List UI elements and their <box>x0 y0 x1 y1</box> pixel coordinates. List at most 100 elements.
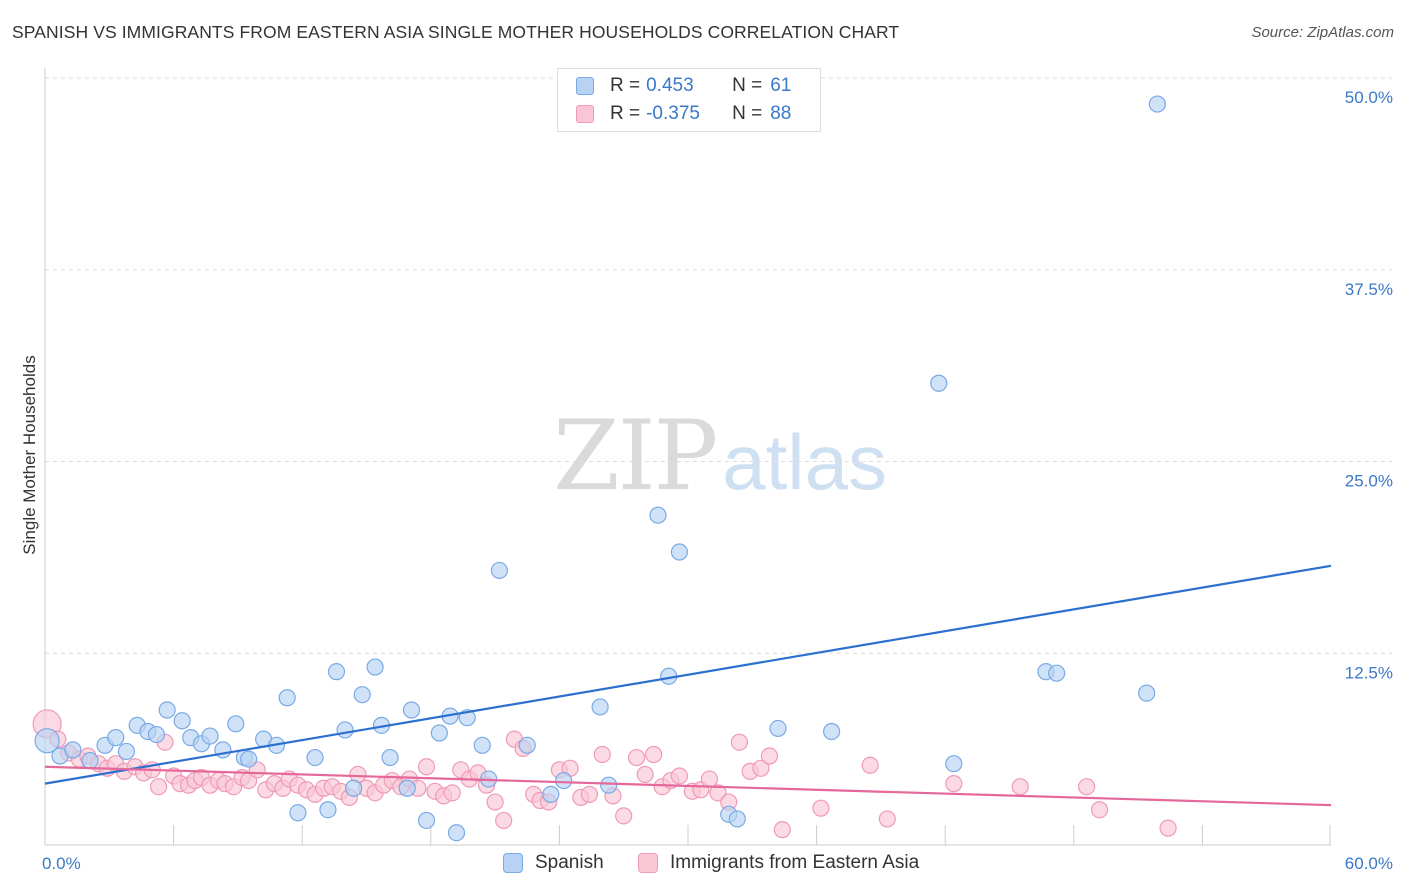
point-immigrants-eastern-asia <box>700 770 719 788</box>
point-spanish <box>402 701 421 719</box>
point-spanish <box>447 824 466 842</box>
series-spanish <box>34 95 1166 842</box>
point-immigrants-eastern-asia <box>495 811 513 830</box>
point-immigrants-eastern-asia <box>861 756 879 774</box>
point-spanish <box>417 811 436 830</box>
point-spanish <box>240 750 258 768</box>
point-immigrants-eastern-asia <box>773 821 791 839</box>
point-immigrants-eastern-asia <box>645 745 663 764</box>
point-spanish <box>473 736 491 754</box>
point-spanish <box>930 374 948 392</box>
point-immigrants-eastern-asia <box>149 778 168 796</box>
point-spanish <box>945 755 963 773</box>
point-immigrants-eastern-asia <box>752 759 770 777</box>
point-immigrants-eastern-asia <box>486 793 504 811</box>
y-tick-label: 50.0% <box>1345 88 1393 107</box>
point-spanish <box>289 804 307 822</box>
legend-r-label: R = <box>610 103 641 124</box>
point-immigrants-eastern-asia <box>636 765 654 784</box>
point-spanish <box>769 719 787 738</box>
correlation-legend: R = 0.453 N = 61 R = -0.375 N = 88 <box>557 68 821 132</box>
trend-line-spanish <box>44 564 1332 785</box>
legend-r-value: 0.453 <box>646 75 694 96</box>
point-spanish <box>1138 684 1156 702</box>
point-immigrants-eastern-asia <box>670 767 689 785</box>
x-tick-label: 0.0% <box>42 854 81 873</box>
point-immigrants-eastern-asia <box>1159 819 1177 837</box>
y-tick-label: 12.5% <box>1345 663 1393 682</box>
point-spanish <box>173 712 191 730</box>
point-spanish <box>542 785 560 803</box>
point-spanish <box>649 506 667 524</box>
gridlines <box>45 77 1392 654</box>
legend-row-spanish: R = 0.453 N = 61 <box>576 73 791 99</box>
point-immigrants-eastern-asia <box>1011 778 1029 796</box>
point-spanish <box>823 722 841 741</box>
point-immigrants-eastern-asia <box>1090 801 1109 819</box>
point-immigrants-eastern-asia <box>417 758 436 776</box>
point-spanish <box>1048 664 1066 682</box>
point-spanish <box>398 779 416 797</box>
x-tick-label: 60.0% <box>1345 854 1393 873</box>
point-spanish <box>353 686 371 704</box>
point-spanish <box>319 801 337 819</box>
trend-lines <box>44 564 1332 807</box>
point-immigrants-eastern-asia <box>580 785 599 803</box>
point-spanish <box>201 727 219 745</box>
point-immigrants-eastern-asia <box>878 810 896 828</box>
legend-n-value: 88 <box>770 103 792 124</box>
point-spanish <box>366 658 384 676</box>
point-spanish <box>64 741 82 759</box>
point-spanish <box>490 561 508 580</box>
point-immigrants-eastern-asia <box>615 807 633 825</box>
legend-r-label: R = <box>610 75 641 96</box>
series-immigrants-eastern-asia <box>32 709 1177 839</box>
legend-label-spanish: Spanish <box>535 852 604 873</box>
point-spanish <box>227 715 245 733</box>
point-spanish <box>600 776 618 794</box>
point-spanish <box>278 689 296 707</box>
point-spanish <box>147 725 166 744</box>
point-spanish <box>591 698 609 716</box>
chart-title: SPANISH VS IMMIGRANTS FROM EASTERN ASIA … <box>12 22 900 42</box>
point-immigrants-eastern-asia <box>760 747 779 765</box>
point-spanish <box>381 748 399 767</box>
point-spanish <box>336 721 354 739</box>
legend-swatch-immigrants <box>576 105 594 123</box>
point-spanish <box>728 810 746 828</box>
legend-item-immigrants[interactable]: Immigrants from Eastern Asia <box>638 852 919 874</box>
series-legend: Spanish Immigrants from Eastern Asia <box>0 850 1406 880</box>
tick-labels: 12.5% 25.0% 37.5% 50.0% 0.0% 60.0% <box>42 88 1393 873</box>
point-spanish <box>107 729 125 747</box>
point-immigrants-eastern-asia <box>812 799 830 817</box>
legend-swatch-spanish <box>576 77 594 95</box>
legend-item-spanish[interactable]: Spanish <box>503 852 604 874</box>
point-spanish <box>327 663 346 681</box>
point-immigrants-eastern-asia <box>443 784 461 802</box>
point-spanish <box>158 701 176 719</box>
point-immigrants-eastern-asia <box>730 733 749 751</box>
point-spanish <box>518 736 536 754</box>
point-immigrants-eastern-asia <box>627 748 646 767</box>
point-spanish <box>345 779 363 797</box>
point-immigrants-eastern-asia <box>1078 778 1096 796</box>
point-spanish <box>670 543 689 561</box>
y-tick-label: 37.5% <box>1345 280 1393 299</box>
legend-r-value: -0.375 <box>646 103 700 124</box>
point-immigrants-eastern-asia <box>593 745 611 764</box>
point-spanish <box>81 752 99 770</box>
y-tick-label: 25.0% <box>1345 472 1393 491</box>
legend-swatch-spanish <box>503 853 523 873</box>
point-spanish <box>117 742 136 761</box>
point-spanish <box>306 748 324 767</box>
y-axis-label: Single Mother Households <box>20 355 39 554</box>
legend-n-label: N = <box>732 75 763 96</box>
source-label: Source: ZipAtlas.com <box>1251 24 1394 41</box>
point-spanish <box>1148 95 1166 113</box>
point-spanish <box>430 724 448 742</box>
point-immigrants-eastern-asia <box>945 775 963 793</box>
legend-n-label: N = <box>732 103 763 124</box>
trend-line-immigrants <box>44 765 1332 807</box>
legend-n-value: 61 <box>770 75 792 96</box>
